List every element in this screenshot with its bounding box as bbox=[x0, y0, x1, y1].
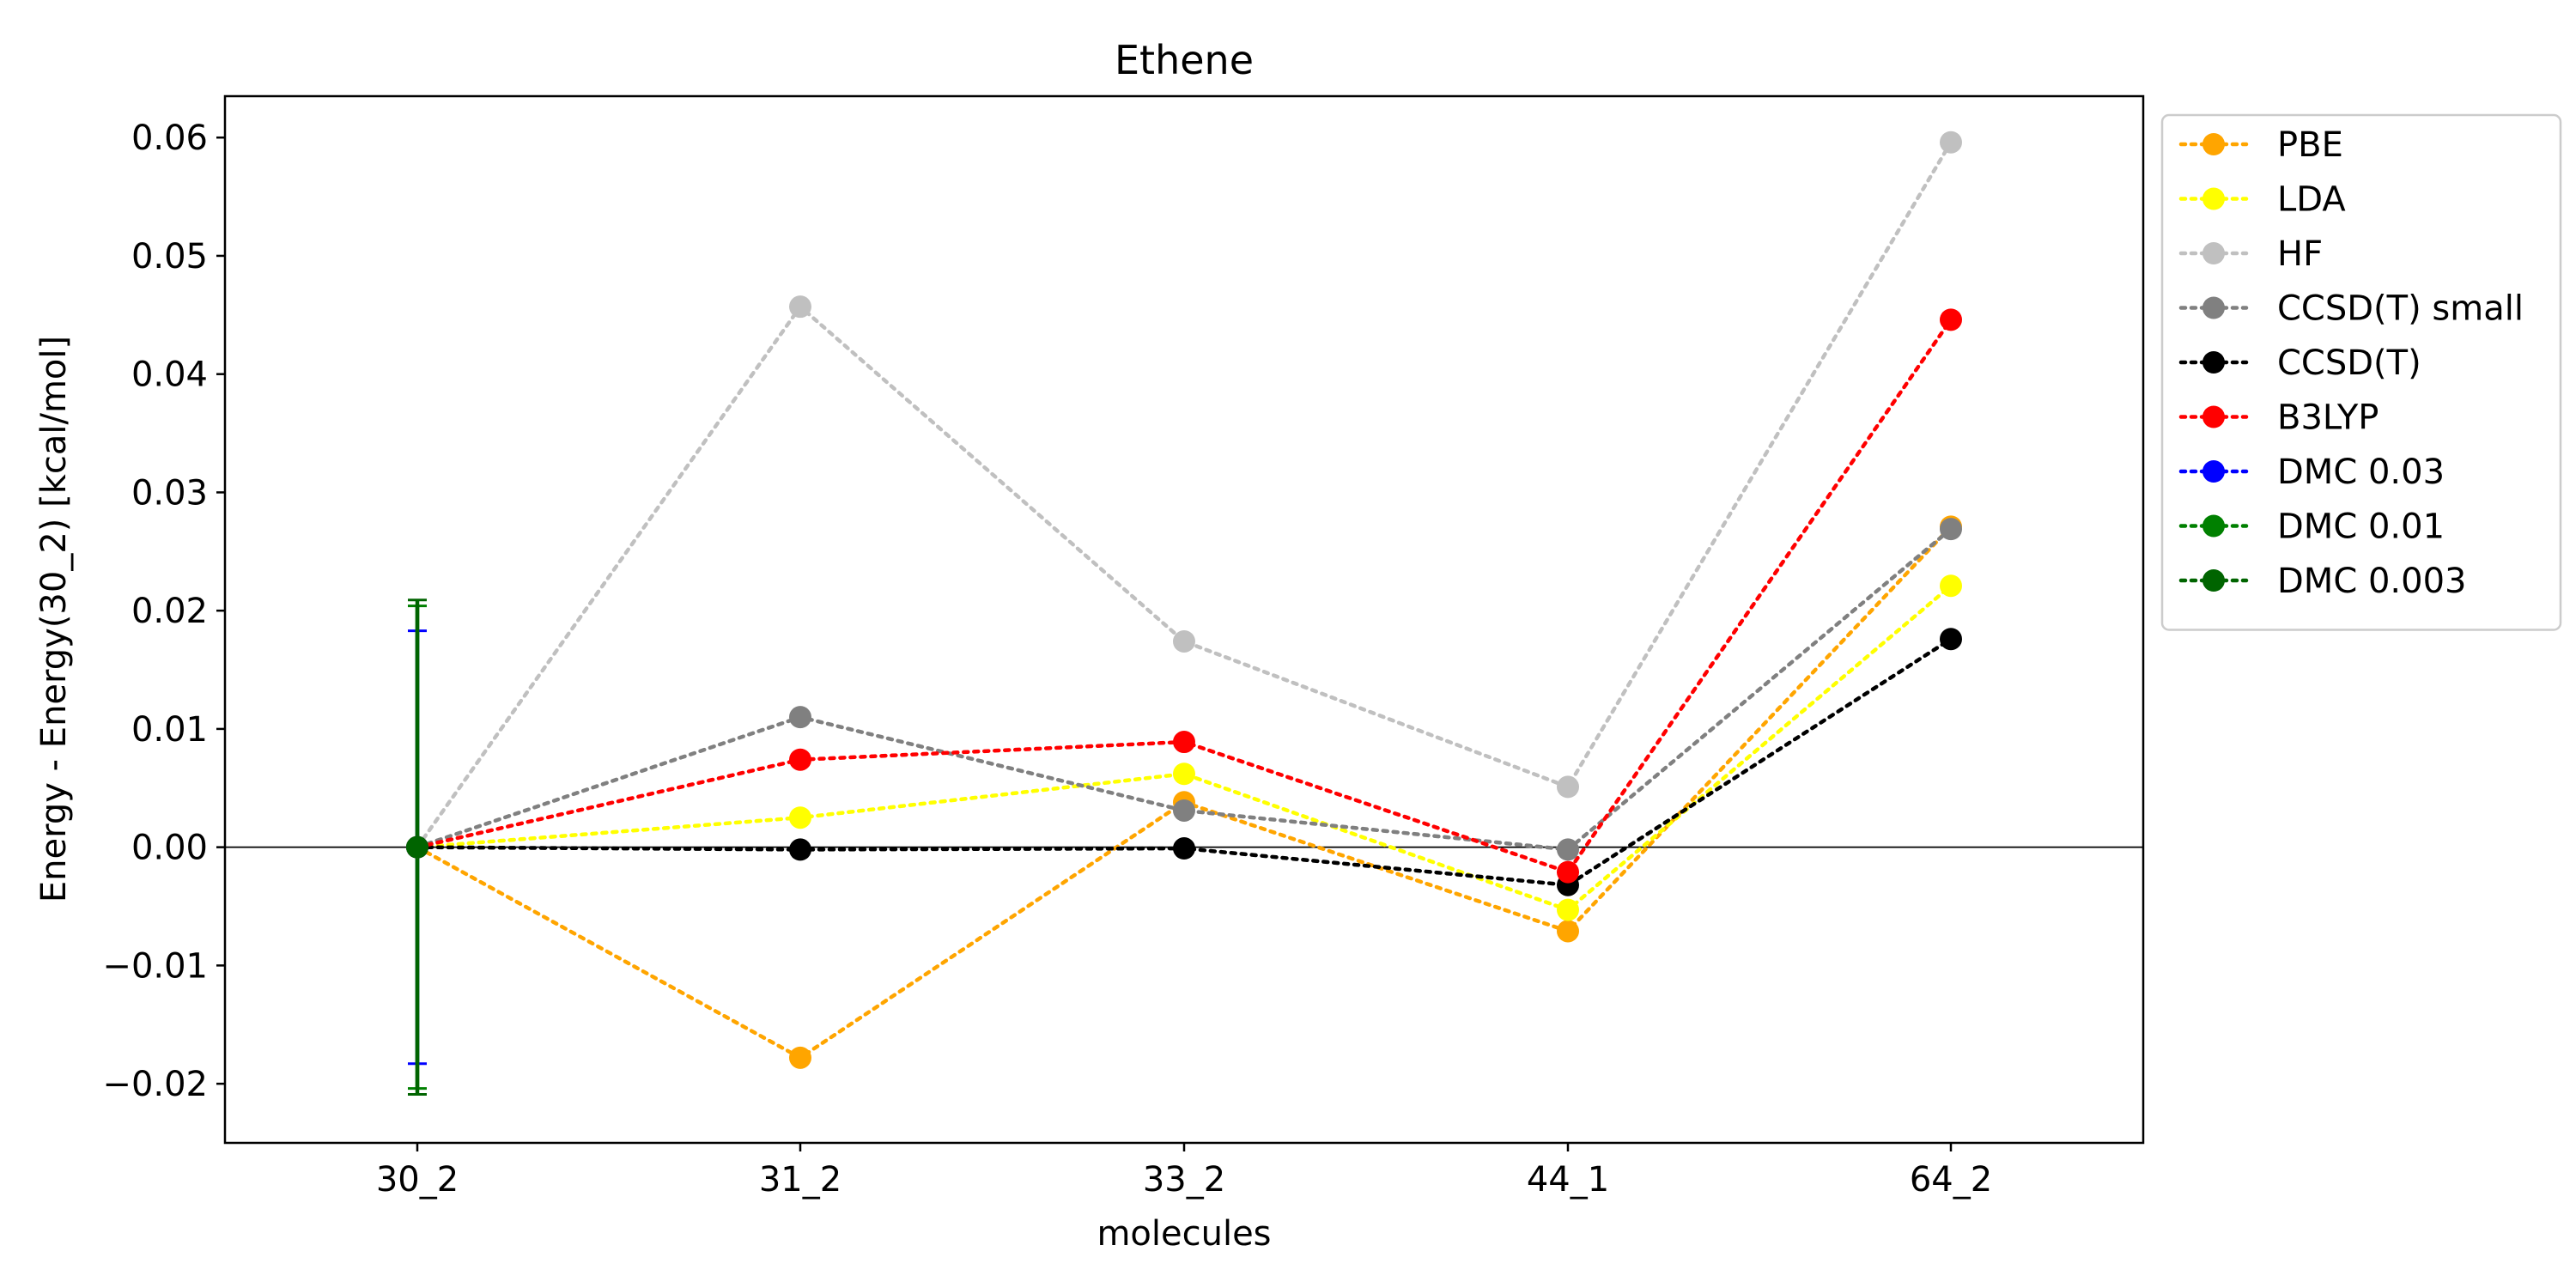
data-point-b3lyp bbox=[1940, 308, 1962, 331]
legend-label-hf: HF bbox=[2277, 234, 2323, 274]
data-point-ccsd-t bbox=[1940, 628, 1962, 651]
y-tick-label: 0.05 bbox=[131, 237, 208, 276]
data-point-lda bbox=[1557, 898, 1579, 921]
data-point-pbe bbox=[789, 1046, 811, 1069]
y-tick-label: −0.01 bbox=[102, 946, 208, 986]
legend-label-ccsd-t-small: CCSD(T) small bbox=[2277, 289, 2524, 329]
x-axis-label: molecules bbox=[1097, 1214, 1271, 1254]
legend-marker-hf bbox=[2202, 242, 2225, 264]
data-point-ccsd-t-small bbox=[1940, 518, 1962, 541]
legend-label-dmc-0-003: DMC 0.003 bbox=[2277, 562, 2466, 601]
x-tick-label: 31_2 bbox=[759, 1160, 841, 1200]
legend-marker-dmc-0-03 bbox=[2202, 460, 2225, 483]
data-point-hf bbox=[789, 295, 811, 319]
legend-marker-lda bbox=[2202, 187, 2225, 210]
x-tick-label: 64_2 bbox=[1910, 1160, 1992, 1200]
legend-marker-pbe bbox=[2202, 133, 2225, 155]
legend-marker-b3lyp bbox=[2202, 405, 2225, 428]
data-point-ccsd-t bbox=[1173, 837, 1195, 860]
data-point-hf bbox=[1940, 131, 1962, 154]
data-point-ccsd-t bbox=[789, 838, 811, 861]
y-tick-label: 0.04 bbox=[131, 355, 208, 395]
data-point-lda bbox=[1173, 762, 1195, 786]
legend-marker-dmc-0-01 bbox=[2202, 514, 2225, 538]
plot-frame bbox=[223, 94, 2145, 1145]
x-tick-label: 44_1 bbox=[1527, 1160, 1609, 1200]
legend-label-dmc-0-01: DMC 0.01 bbox=[2277, 507, 2445, 547]
data-point-lda bbox=[1940, 574, 1962, 598]
legend-marker-ccsd-t-small bbox=[2202, 296, 2225, 319]
legend-label-lda: LDA bbox=[2277, 180, 2346, 220]
y-tick-label: 0.02 bbox=[131, 592, 208, 631]
x-tick-label: 33_2 bbox=[1143, 1160, 1225, 1200]
data-point-hf bbox=[1557, 775, 1579, 799]
data-point-b3lyp bbox=[1557, 860, 1579, 884]
y-tick-label: 0.06 bbox=[131, 118, 208, 158]
y-tick-label: 0.03 bbox=[131, 473, 208, 513]
data-point-pbe bbox=[1557, 920, 1579, 943]
data-point-ccsd-t-small bbox=[1557, 838, 1579, 861]
legend-label-b3lyp: B3LYP bbox=[2277, 398, 2379, 438]
data-point-hf bbox=[1173, 629, 1195, 653]
data-point-b3lyp bbox=[789, 748, 811, 771]
data-point-ccsd-t-small bbox=[789, 706, 811, 729]
legend-marker-ccsd-t bbox=[2202, 351, 2225, 374]
data-point-dmc-0-003 bbox=[406, 835, 428, 859]
x-tick-label: 30_2 bbox=[376, 1160, 459, 1200]
y-tick-label: −0.02 bbox=[102, 1065, 208, 1104]
data-point-b3lyp bbox=[1173, 731, 1195, 754]
series-line-hf bbox=[415, 140, 1953, 849]
data-point-lda bbox=[789, 806, 811, 829]
legend-label-pbe: PBE bbox=[2277, 125, 2343, 165]
legend-label-ccsd-t: CCSD(T) bbox=[2277, 343, 2421, 383]
y-tick-label: 0.00 bbox=[131, 829, 208, 868]
data-point-ccsd-t-small bbox=[1173, 799, 1195, 822]
chart-title: Ethene bbox=[1115, 37, 1254, 83]
y-axis-label: Energy - Energy(30_2) [kcal/mol] bbox=[34, 336, 74, 902]
y-tick-label: 0.01 bbox=[131, 710, 208, 750]
legend-marker-dmc-0-003 bbox=[2202, 569, 2225, 592]
legend: PBE LDA HF CCSD(T) small CCSD(T) B3LYP DMC 0.0… bbox=[2160, 113, 2562, 631]
series-line-lda bbox=[415, 583, 1953, 913]
legend-label-dmc-0-03: DMC 0.03 bbox=[2277, 453, 2445, 492]
legend-box bbox=[2160, 113, 2562, 631]
